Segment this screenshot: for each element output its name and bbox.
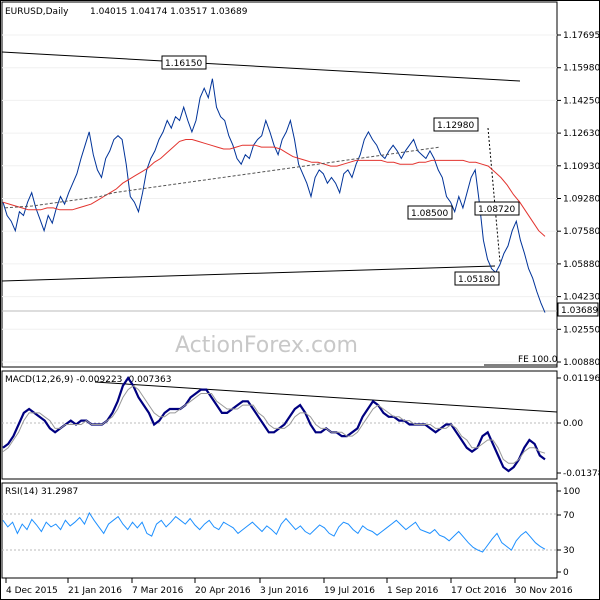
price-panel: EURUSD,Daily 1.04015 1.04174 1.03517 1.0… — [1, 1, 600, 368]
rsi-series-group — [2, 511, 546, 553]
y-tick-label: 1.04230 — [563, 293, 600, 303]
x-tick-label: 17 Oct 2016 — [451, 586, 507, 596]
price-annotations: 1.16150 1.12980 1.08500 1.08720 1.05180 — [161, 55, 520, 286]
macd-plot-area — [1, 370, 558, 480]
macd-series-group — [2, 376, 546, 473]
annotation-label: 1.08720 — [478, 205, 515, 215]
x-axis: 4 Dec 2015 21 Jan 2016 7 Mar 2016 20 Apr 20… — [5, 578, 573, 596]
current-price-box — [557, 302, 599, 317]
annotation-label: 1.05180 — [458, 275, 495, 285]
y-tick-label: 1.14250 — [563, 96, 600, 106]
y-tick-label: 0.00 — [563, 419, 583, 429]
x-tick-label: 20 Apr 2016 — [195, 586, 251, 596]
x-tick-label: 7 Mar 2016 — [132, 586, 184, 596]
watermark: ActionForex.com — [175, 333, 358, 358]
rsi-y-axis: 100 70 30 0 — [557, 487, 580, 578]
ohlc-readout: 1.04015 1.04174 1.03517 1.03689 — [90, 7, 248, 17]
y-tick-label: 70 — [563, 511, 575, 521]
annotation-label: 1.08500 — [411, 209, 448, 219]
current-price-label: 1.03689 — [561, 306, 598, 316]
price-y-axis: 1.17695 1.15980 1.14250 1.12630 1.10930 1.092… — [557, 31, 600, 368]
price-trendlines — [1, 51, 557, 366]
y-tick-label: 0 — [563, 568, 569, 578]
price-series-group — [2, 78, 546, 313]
upper-trendline — [1, 51, 521, 82]
fe-label: FE 100.0 — [518, 355, 558, 365]
y-tick-label: 1.12630 — [563, 129, 600, 139]
y-tick-label: 1.05880 — [563, 260, 600, 270]
macd-title: MACD(12,26,9) -0.009223 -0.007363 — [5, 375, 171, 385]
x-tick-label: 4 Dec 2015 — [6, 586, 58, 596]
annotation-box — [407, 205, 453, 220]
series-line-2-0 — [2, 511, 546, 553]
y-tick-label: 1.00880 — [563, 358, 600, 368]
macd-y-axis: 0.011962 0.00 -0.013788 — [557, 374, 600, 479]
price-grid — [2, 34, 557, 363]
y-tick-label: 1.02550 — [563, 325, 600, 335]
annotation-label: 1.12980 — [437, 121, 474, 131]
x-tick-label: 1 Sep 2016 — [387, 586, 439, 596]
y-tick-label: 30 — [563, 546, 575, 556]
y-tick-label: 1.15980 — [563, 64, 600, 74]
macd-trendline — [94, 381, 558, 413]
y-tick-label: 1.09280 — [563, 195, 600, 205]
annotation-box — [454, 271, 500, 286]
y-tick-label: -0.013788 — [563, 469, 600, 479]
series-line-0-2 — [4, 146, 441, 209]
macd-panel: MACD(12,26,9) -0.009223 -0.007363 0.0119… — [1, 370, 600, 480]
rsi-panel: RSI(14) 31.2987 100 70 30 0 — [1, 482, 580, 579]
y-tick-label: 1.07580 — [563, 227, 600, 237]
price-plot-area — [1, 1, 558, 368]
rsi-plot-area — [1, 482, 558, 579]
series-line-1-1 — [2, 385, 546, 464]
y-tick-label: 1.10930 — [563, 162, 600, 172]
series-line-0-0 — [2, 78, 546, 313]
annotation-box — [433, 117, 479, 132]
y-tick-label: 100 — [563, 487, 580, 497]
x-tick-label: 21 Jan 2016 — [68, 586, 122, 596]
series-line-0-1 — [2, 139, 546, 237]
y-tick-label: 0.011962 — [563, 374, 600, 384]
x-tick-label: 30 Nov 2016 — [515, 586, 573, 596]
annotation-label: 1.16150 — [165, 59, 202, 69]
x-tick-label: 3 Jun 2016 — [260, 586, 309, 596]
y-tick-label: 1.17695 — [563, 31, 600, 41]
x-tick-label: 19 Jul 2016 — [324, 586, 375, 596]
annotation-box — [474, 201, 520, 216]
projection-line — [487, 127, 501, 263]
lower-trendline — [1, 265, 496, 282]
rsi-title: RSI(14) 31.2987 — [5, 487, 78, 497]
chart-title: EURUSD,Daily — [5, 7, 69, 17]
annotation-box — [161, 55, 207, 70]
